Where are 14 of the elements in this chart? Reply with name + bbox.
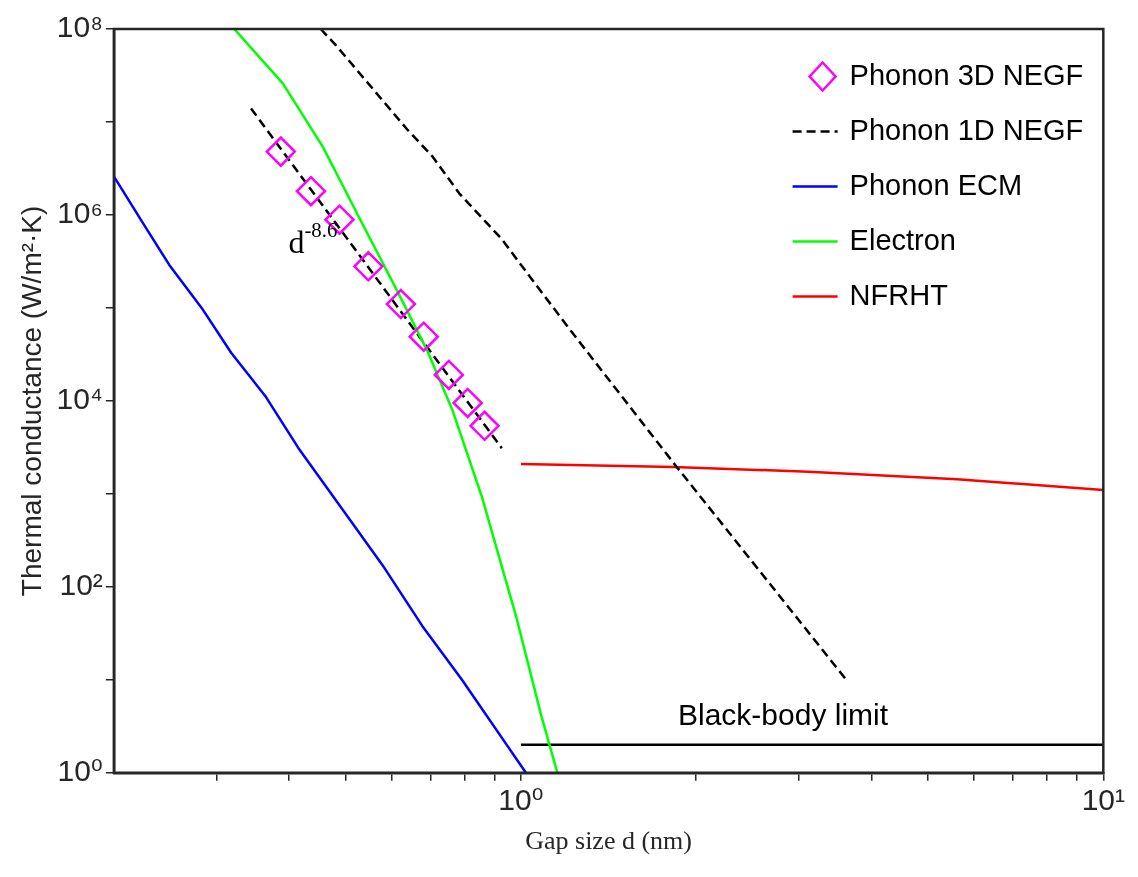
x-tick-label: 10¹ (1081, 783, 1126, 817)
legend-label: Phonon 3D NEGF (849, 58, 1084, 91)
legend-label: Electron (849, 223, 956, 256)
legend-label: Phonon 1D NEGF (849, 113, 1084, 146)
legend-label: NFRHT (849, 278, 949, 311)
y-tick-label: 10² (59, 568, 103, 602)
y-tick-label: 10⁸ (56, 10, 103, 44)
annotation: Black-body limit (677, 698, 889, 732)
y-tick-label: 10⁴ (56, 382, 103, 416)
y-axis-title: Thermal conductance (W/m²·K) (15, 205, 47, 597)
legend-label: Phonon ECM (849, 168, 1023, 201)
y-tick-label: 10⁰ (57, 754, 103, 788)
y-tick-label: 10⁶ (57, 196, 103, 230)
x-axis-title: Gap size d (nm) (525, 826, 692, 856)
